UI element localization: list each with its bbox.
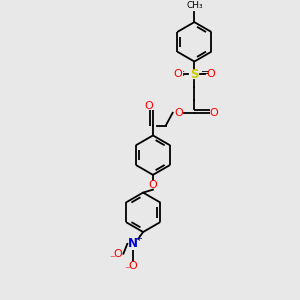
Text: S: S <box>190 68 199 81</box>
Text: ⁻: ⁻ <box>110 255 116 265</box>
Text: O: O <box>207 69 215 79</box>
Text: +: + <box>135 234 142 243</box>
Text: CH₃: CH₃ <box>186 1 203 10</box>
Text: O: O <box>148 180 157 190</box>
Text: O: O <box>145 101 153 111</box>
Text: N: N <box>128 237 138 250</box>
Text: O: O <box>173 69 182 79</box>
Text: O: O <box>129 260 138 271</box>
Text: O: O <box>210 108 218 118</box>
Text: =: = <box>201 68 209 78</box>
Text: O: O <box>174 108 183 118</box>
Text: ⁻: ⁻ <box>124 266 130 275</box>
Text: :: : <box>182 68 185 78</box>
Text: O: O <box>113 249 122 259</box>
